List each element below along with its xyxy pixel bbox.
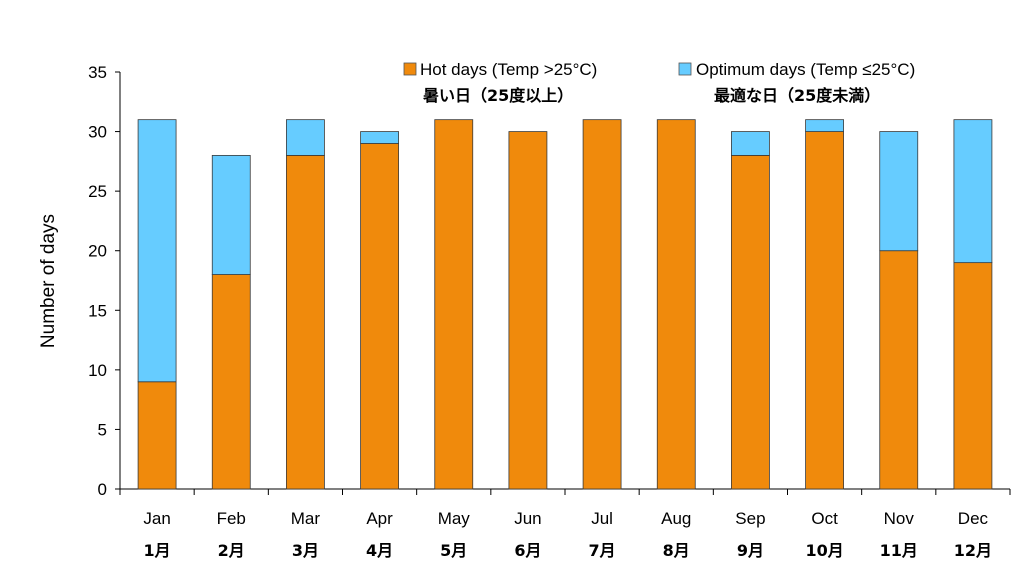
legend-swatch-hot-days [403, 62, 417, 76]
x-tick-label-jp-sep: 9月 [737, 541, 764, 560]
bar-hot-days-aug [656, 119, 696, 490]
legend-label-hot-days: Hot days (Temp >25°C) [420, 60, 597, 79]
bar-optimum-days-oct [805, 119, 844, 132]
plot-area: 0 5 10 15 20 25 30 35 Jan 1月 Feb 2月 Mar 3月 Apr 4月 May 5月 J… [88, 63, 1011, 560]
x-tick-label-jan: Jan [143, 509, 170, 528]
bar-hot-days-sep [731, 154, 770, 490]
x-tick-label-oct: Oct [811, 509, 838, 528]
x-tick-label-jp-feb: 2月 [218, 541, 245, 560]
y-tick-label: 30 [88, 123, 107, 142]
legend-label-optimum-days: Optimum days (Temp ≤25°C) [696, 60, 915, 79]
x-tick-label-jp-nov: 11月 [880, 541, 918, 560]
y-tick-label: 0 [98, 480, 107, 499]
bar-hot-days-jul [582, 119, 622, 490]
x-tick-label-jp-jul: 7月 [589, 541, 616, 560]
x-tick-label-jp-jun: 6月 [514, 541, 541, 560]
bar-optimum-days-nov [879, 131, 919, 252]
bar-hot-days-may [434, 119, 474, 490]
bar-optimum-days-mar [286, 119, 325, 156]
x-tick-label-jp-may: 5月 [440, 541, 467, 560]
x-tick-label-jp-aug: 8月 [663, 541, 690, 560]
y-tick-label: 35 [88, 63, 107, 82]
bar-hot-days-feb [211, 274, 251, 490]
x-tick-label-jul: Jul [591, 509, 613, 528]
legend-label-hot-days-jp: 暑い日（25度以上） [422, 86, 573, 105]
bar-hot-days-jun [508, 131, 548, 490]
bar-hot-days-nov [879, 250, 919, 490]
bar-hot-days-mar [286, 154, 325, 490]
bar-optimum-days-sep [731, 131, 770, 156]
x-tick-label-nov: Nov [884, 509, 915, 528]
y-tick-label: 25 [88, 182, 107, 201]
x-tick-label-feb: Feb [217, 509, 246, 528]
x-tick-label-apr: Apr [366, 509, 393, 528]
y-axis-label: Number of days [38, 214, 59, 348]
x-tick-label-mar: Mar [291, 509, 321, 528]
x-tick-label-jp-dec: 12月 [954, 541, 992, 560]
bar-optimum-days-dec [953, 119, 993, 264]
y-tick-label: 15 [88, 301, 107, 320]
y-tick-label: 20 [88, 242, 107, 261]
x-tick-label-jun: Jun [514, 509, 541, 528]
legend: Hot days (Temp >25°C) 暑い日（25度以上） Optimum… [403, 60, 915, 105]
x-tick-label-jp-oct: 10月 [805, 541, 843, 560]
y-tick-label: 5 [98, 420, 107, 439]
bar-hot-days-oct [805, 131, 844, 490]
y-tick-label: 10 [88, 361, 107, 380]
legend-label-optimum-days-jp: 最適な日（25度未満） [714, 86, 880, 105]
bar-hot-days-jan [137, 381, 177, 490]
bar-optimum-days-jan [137, 119, 177, 383]
x-tick-label-jp-mar: 3月 [292, 541, 319, 560]
x-tick-label-sep: Sep [735, 509, 765, 528]
x-tick-label-dec: Dec [958, 509, 989, 528]
bar-optimum-days-apr [360, 131, 399, 144]
bar-optimum-days-feb [211, 154, 251, 275]
bar-hot-days-dec [953, 262, 993, 490]
x-tick-label-jp-apr: 4月 [366, 541, 393, 560]
x-tick-label-may: May [438, 509, 471, 528]
x-tick-label-jp-jan: 1月 [144, 541, 171, 560]
bar-hot-days-apr [360, 143, 399, 490]
x-tick-label-aug: Aug [661, 509, 691, 528]
legend-swatch-optimum-days [678, 62, 692, 76]
